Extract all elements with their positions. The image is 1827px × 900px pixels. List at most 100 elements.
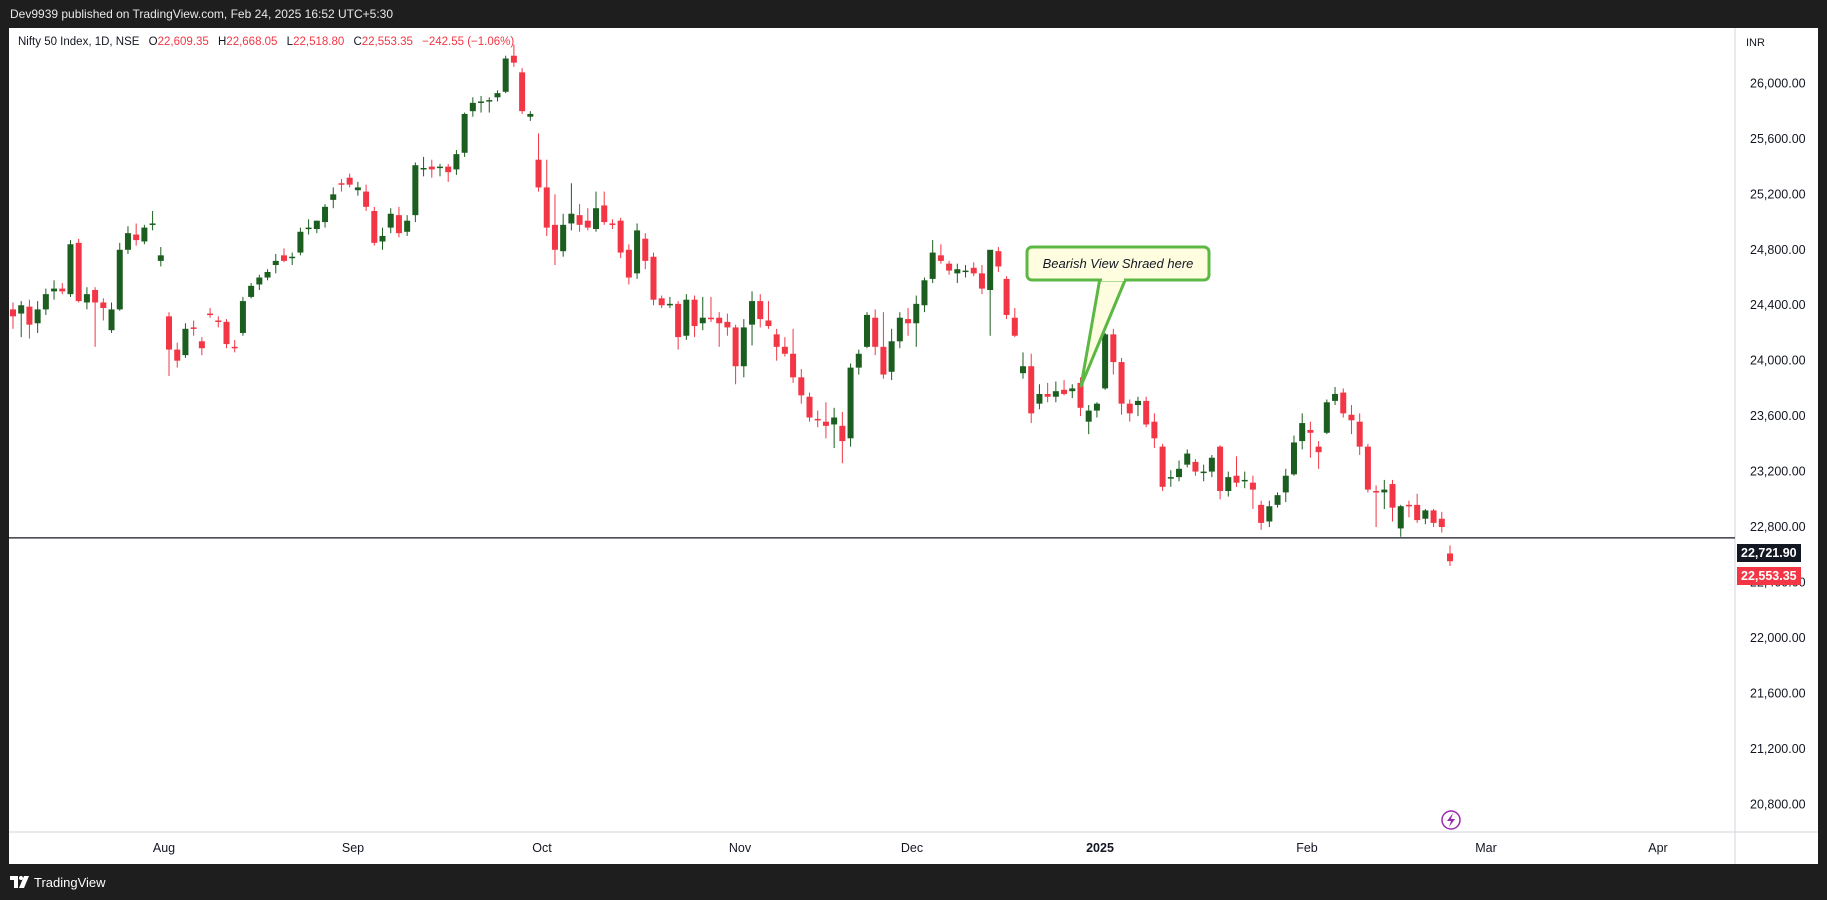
candle-body — [831, 417, 838, 425]
candle — [896, 312, 903, 349]
candle-body — [1176, 468, 1183, 478]
candle — [1241, 471, 1248, 489]
candle-body — [814, 418, 821, 421]
candle — [34, 301, 41, 333]
candle-body — [634, 230, 641, 274]
tradingview-logo[interactable]: TradingView — [10, 875, 106, 890]
currency-label[interactable]: INR — [1746, 37, 1765, 49]
candle — [913, 295, 920, 347]
candle — [1118, 357, 1125, 415]
footer-bar: TradingView — [0, 864, 1827, 900]
candle — [617, 217, 624, 259]
candle — [1110, 328, 1117, 375]
candle — [436, 163, 443, 177]
tradingview-brand: TradingView — [34, 874, 106, 890]
candle-body — [1307, 430, 1314, 433]
price-axis[interactable]: 26,000.00 25,600.00 25,200.00 24,800.00 24,4… — [1750, 76, 1806, 811]
candle — [1134, 396, 1141, 417]
candle — [116, 242, 123, 311]
candle — [1192, 459, 1199, 476]
candle — [970, 262, 977, 277]
time-axis[interactable]: Aug Sep Oct Nov Dec 2025 Feb Mar Apr — [153, 841, 1668, 855]
open-label: O — [148, 36, 158, 48]
candle-body — [346, 177, 353, 185]
candle-body — [1364, 446, 1371, 490]
candle — [1332, 387, 1339, 406]
candle-body — [798, 377, 805, 396]
candle — [847, 363, 854, 447]
open-value: 22,609.35 — [157, 36, 209, 48]
candle — [280, 248, 287, 263]
callout-annotation[interactable]: Bearish View Shraed here — [1025, 245, 1211, 388]
candle-body — [1217, 446, 1224, 491]
candle — [978, 265, 985, 295]
candle — [560, 213, 567, 257]
candle-body — [1290, 442, 1297, 475]
candle — [1011, 308, 1018, 338]
candle-body — [289, 256, 296, 259]
candle-body — [1430, 510, 1437, 523]
candle — [675, 301, 682, 350]
candle — [831, 407, 838, 449]
price-tick-label: 21,200.00 — [1750, 742, 1806, 756]
candle — [297, 227, 304, 256]
candle-body — [1126, 403, 1133, 414]
candle — [806, 392, 813, 422]
candle-body — [1020, 366, 1027, 374]
candle-body — [609, 223, 616, 225]
candle-body — [1299, 423, 1306, 442]
change-value: −242.55 (−1.06%) — [422, 36, 515, 48]
candle-body — [1438, 518, 1445, 528]
candle-body — [494, 93, 501, 98]
candle — [1323, 399, 1330, 435]
candle-body — [658, 298, 665, 306]
candle — [584, 208, 591, 231]
candle-body — [1134, 400, 1141, 406]
candle-body — [313, 220, 320, 229]
candle — [535, 133, 542, 192]
candle — [716, 312, 723, 347]
candle-body — [478, 101, 485, 103]
candle-body — [1118, 362, 1125, 404]
candle-body — [1143, 400, 1150, 425]
candle — [100, 298, 107, 321]
candle-body — [18, 305, 25, 314]
candle-body — [905, 319, 912, 324]
time-tick-label: 2025 — [1086, 841, 1114, 855]
candle-body — [1389, 484, 1396, 508]
candle — [1217, 445, 1224, 500]
candle — [478, 95, 485, 113]
candle — [83, 287, 90, 310]
candle-body — [913, 303, 920, 324]
candle-body — [855, 353, 862, 368]
candle-body — [707, 317, 714, 320]
symbol-name[interactable]: Nifty 50 Index, 1D, NSE — [18, 36, 140, 48]
candle-body — [806, 396, 813, 418]
candle-body — [387, 213, 394, 228]
candle — [404, 215, 411, 236]
candle-body — [1110, 334, 1117, 363]
price-tick-label: 21,600.00 — [1750, 686, 1806, 700]
candle-body — [535, 159, 542, 188]
close-value: 22,553.35 — [361, 36, 413, 48]
candle — [174, 342, 181, 368]
candle — [568, 183, 575, 231]
candle-body — [937, 255, 944, 261]
candle-body — [749, 301, 756, 325]
candle-body — [847, 367, 854, 439]
candle-body — [1003, 278, 1010, 315]
candle — [987, 249, 994, 336]
candle-body — [1069, 388, 1076, 392]
candle — [1233, 456, 1240, 487]
candle-body — [305, 227, 312, 230]
candle-body — [527, 113, 534, 117]
candle — [149, 210, 156, 231]
close-label: C — [353, 36, 362, 48]
candle — [453, 149, 460, 175]
lightning-icon[interactable] — [1441, 810, 1461, 830]
candle — [707, 296, 714, 322]
candle — [905, 308, 912, 336]
candle — [1348, 405, 1355, 435]
candle — [1373, 485, 1380, 528]
